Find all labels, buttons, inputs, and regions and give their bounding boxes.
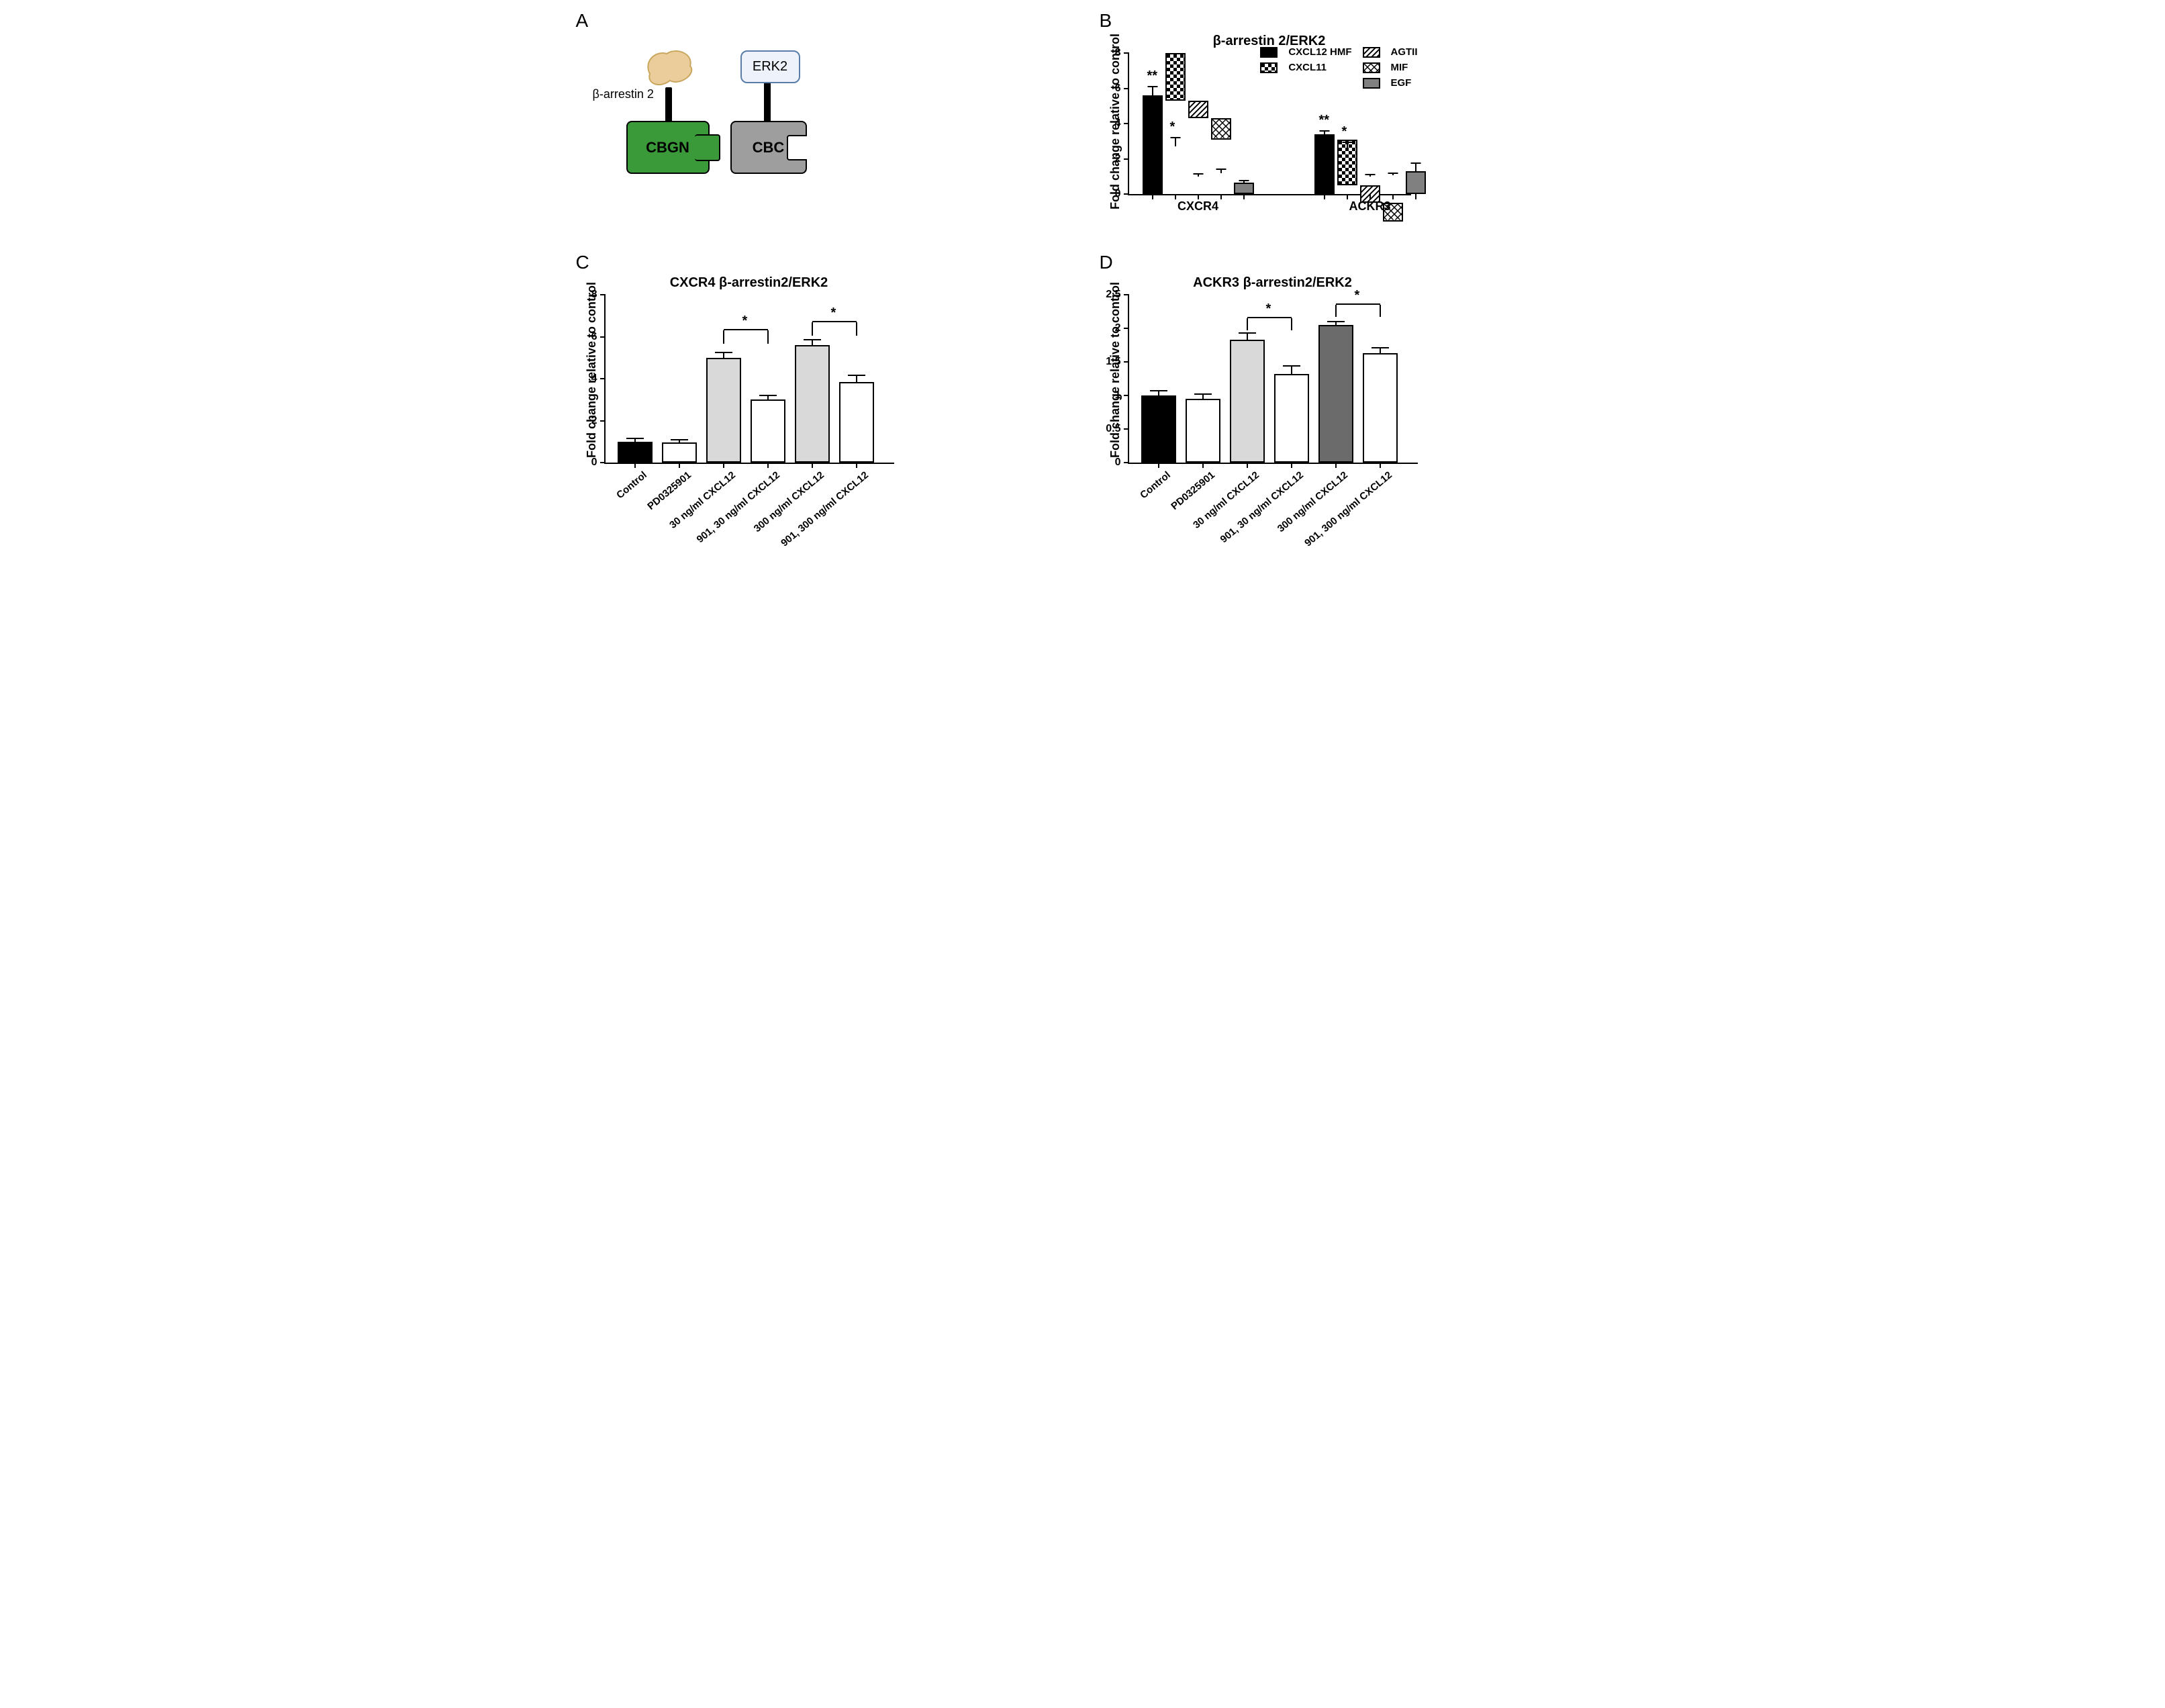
legend-label: EGF — [1391, 77, 1418, 89]
ytick-label: 6 — [1115, 83, 1121, 95]
ytick-label: 0 — [591, 457, 597, 469]
erk2-box: ERK2 — [740, 50, 800, 83]
legend-swatch — [1363, 62, 1380, 73]
legend-label: CXCL12 HMF — [1288, 46, 1351, 58]
ytick-label: 0 — [1115, 457, 1121, 469]
cbgn-label: CBGN — [646, 139, 689, 156]
xtick-label: 901, 30 ng/ml CXCL12 — [694, 469, 781, 545]
ytick-label: 1.5 — [1106, 356, 1120, 368]
legend-label: MIF — [1391, 62, 1418, 73]
cbc-label: CBC — [753, 139, 785, 156]
significance-bracket — [1247, 317, 1292, 318]
connector-left — [665, 87, 672, 122]
cbc-box: CBC — [730, 121, 807, 174]
ytick-label: 6 — [591, 331, 597, 343]
cbgn-box: CBGN — [626, 121, 710, 174]
bar — [618, 442, 653, 463]
legend-label: AGTII — [1391, 46, 1418, 58]
ytick-label: 8 — [1115, 47, 1121, 59]
panel-c-ylabel: Fold change relative to control — [579, 275, 604, 464]
panel-b-label: B — [1100, 10, 1112, 32]
beta-arrestin-blob-icon — [643, 47, 697, 87]
panel-d-label: D — [1100, 252, 1113, 273]
significance-bracket — [1336, 303, 1380, 305]
bar — [1188, 101, 1208, 118]
panel-d-plot: 00.511.522.5ControlPD032590130 ng/ml CXC… — [1128, 295, 1418, 464]
cbgn-notch-icon — [695, 134, 720, 161]
panel-b: B Fold change relative to control β-arre… — [1103, 13, 1586, 228]
significance-marker: * — [1170, 120, 1175, 135]
significance-marker: * — [1342, 124, 1347, 140]
panel-d-ylabel: Fold change relative to control — [1103, 275, 1128, 464]
ytick-label: 0.5 — [1106, 423, 1120, 435]
significance-marker: ** — [1319, 113, 1330, 128]
significance-marker: * — [742, 314, 748, 329]
bar — [706, 358, 741, 463]
panel-c-plot: 02468ControlPD032590130 ng/ml CXCL12901,… — [604, 295, 894, 464]
panel-a-diagram: β-arrestin 2 ERK2 CBGN CBC — [579, 13, 1063, 228]
bar — [1186, 399, 1220, 463]
legend-swatch — [1260, 62, 1278, 73]
ytick-label: 2.5 — [1106, 289, 1120, 301]
legend-swatch — [1363, 47, 1380, 58]
xtick-label: Control — [614, 469, 649, 501]
bar — [751, 399, 785, 463]
bar — [662, 442, 697, 463]
ytick-label: 2 — [1115, 153, 1121, 165]
ytick-label: 4 — [591, 373, 597, 385]
bar — [1143, 95, 1163, 194]
figure-grid: A β-arrestin 2 ERK2 CBGN CBC — [579, 13, 1586, 578]
significance-bracket — [812, 321, 857, 322]
panel-a: A β-arrestin 2 ERK2 CBGN CBC — [579, 13, 1063, 228]
xtick-label: 901, 300 ng/ml CXCL12 — [779, 469, 871, 549]
bar — [1363, 353, 1398, 463]
panel-d-title: ACKR3 β-arrestin2/ERK2 — [1128, 275, 1418, 291]
panel-c-title: CXCR4 β-arrestin2/ERK2 — [604, 275, 894, 291]
significance-bracket — [724, 329, 768, 330]
connector-right — [764, 81, 771, 122]
bar — [1406, 171, 1426, 194]
legend-swatch — [1260, 47, 1278, 58]
ytick-label: 4 — [1115, 117, 1121, 130]
bar — [1165, 53, 1186, 101]
bar — [795, 345, 830, 463]
bar — [1211, 118, 1231, 140]
ytick-label: 0 — [1115, 188, 1121, 200]
panel-c-label: C — [576, 252, 589, 273]
bar — [1141, 395, 1176, 463]
bar — [1318, 325, 1353, 463]
panel-c: C Fold change relative to control CXCR4 … — [579, 255, 1063, 578]
bar — [1234, 183, 1254, 194]
ytick-label: 1 — [1115, 389, 1121, 401]
ytick-label: 2 — [1115, 322, 1121, 334]
group-label: ACKR3 — [1314, 199, 1426, 214]
ytick-label: 8 — [591, 289, 597, 301]
legend-label: CXCL11 — [1288, 62, 1351, 73]
panel-d: D Fold change relative to control ACKR3 … — [1103, 255, 1586, 578]
bar — [1314, 134, 1335, 194]
beta-arrestin-label: β-arrestin 2 — [593, 87, 654, 101]
xtick-label: 901, 300 ng/ml CXCL12 — [1302, 469, 1394, 549]
legend-swatch — [1260, 78, 1278, 89]
bar — [839, 382, 874, 463]
cbc-notch-icon — [787, 135, 807, 160]
significance-marker: * — [1355, 288, 1360, 303]
xtick-label: Control — [1138, 469, 1173, 501]
panel-b-plot: 02468***CXCR4***ACKR3CXCL12 HMFAGTIICXCL… — [1128, 53, 1411, 195]
significance-marker: * — [1266, 301, 1271, 317]
significance-marker: ** — [1147, 68, 1158, 84]
bar — [1274, 374, 1309, 463]
xtick-label: 901, 30 ng/ml CXCL12 — [1218, 469, 1305, 545]
ytick-label: 2 — [591, 415, 597, 427]
bar — [1230, 340, 1265, 463]
significance-marker: * — [831, 305, 836, 321]
erk2-label: ERK2 — [753, 59, 787, 75]
panel-b-legend: CXCL12 HMF AGTII CXCL11 MIF EGF — [1260, 46, 1417, 89]
legend-swatch — [1363, 78, 1380, 89]
group-label: CXCR4 — [1143, 199, 1254, 214]
